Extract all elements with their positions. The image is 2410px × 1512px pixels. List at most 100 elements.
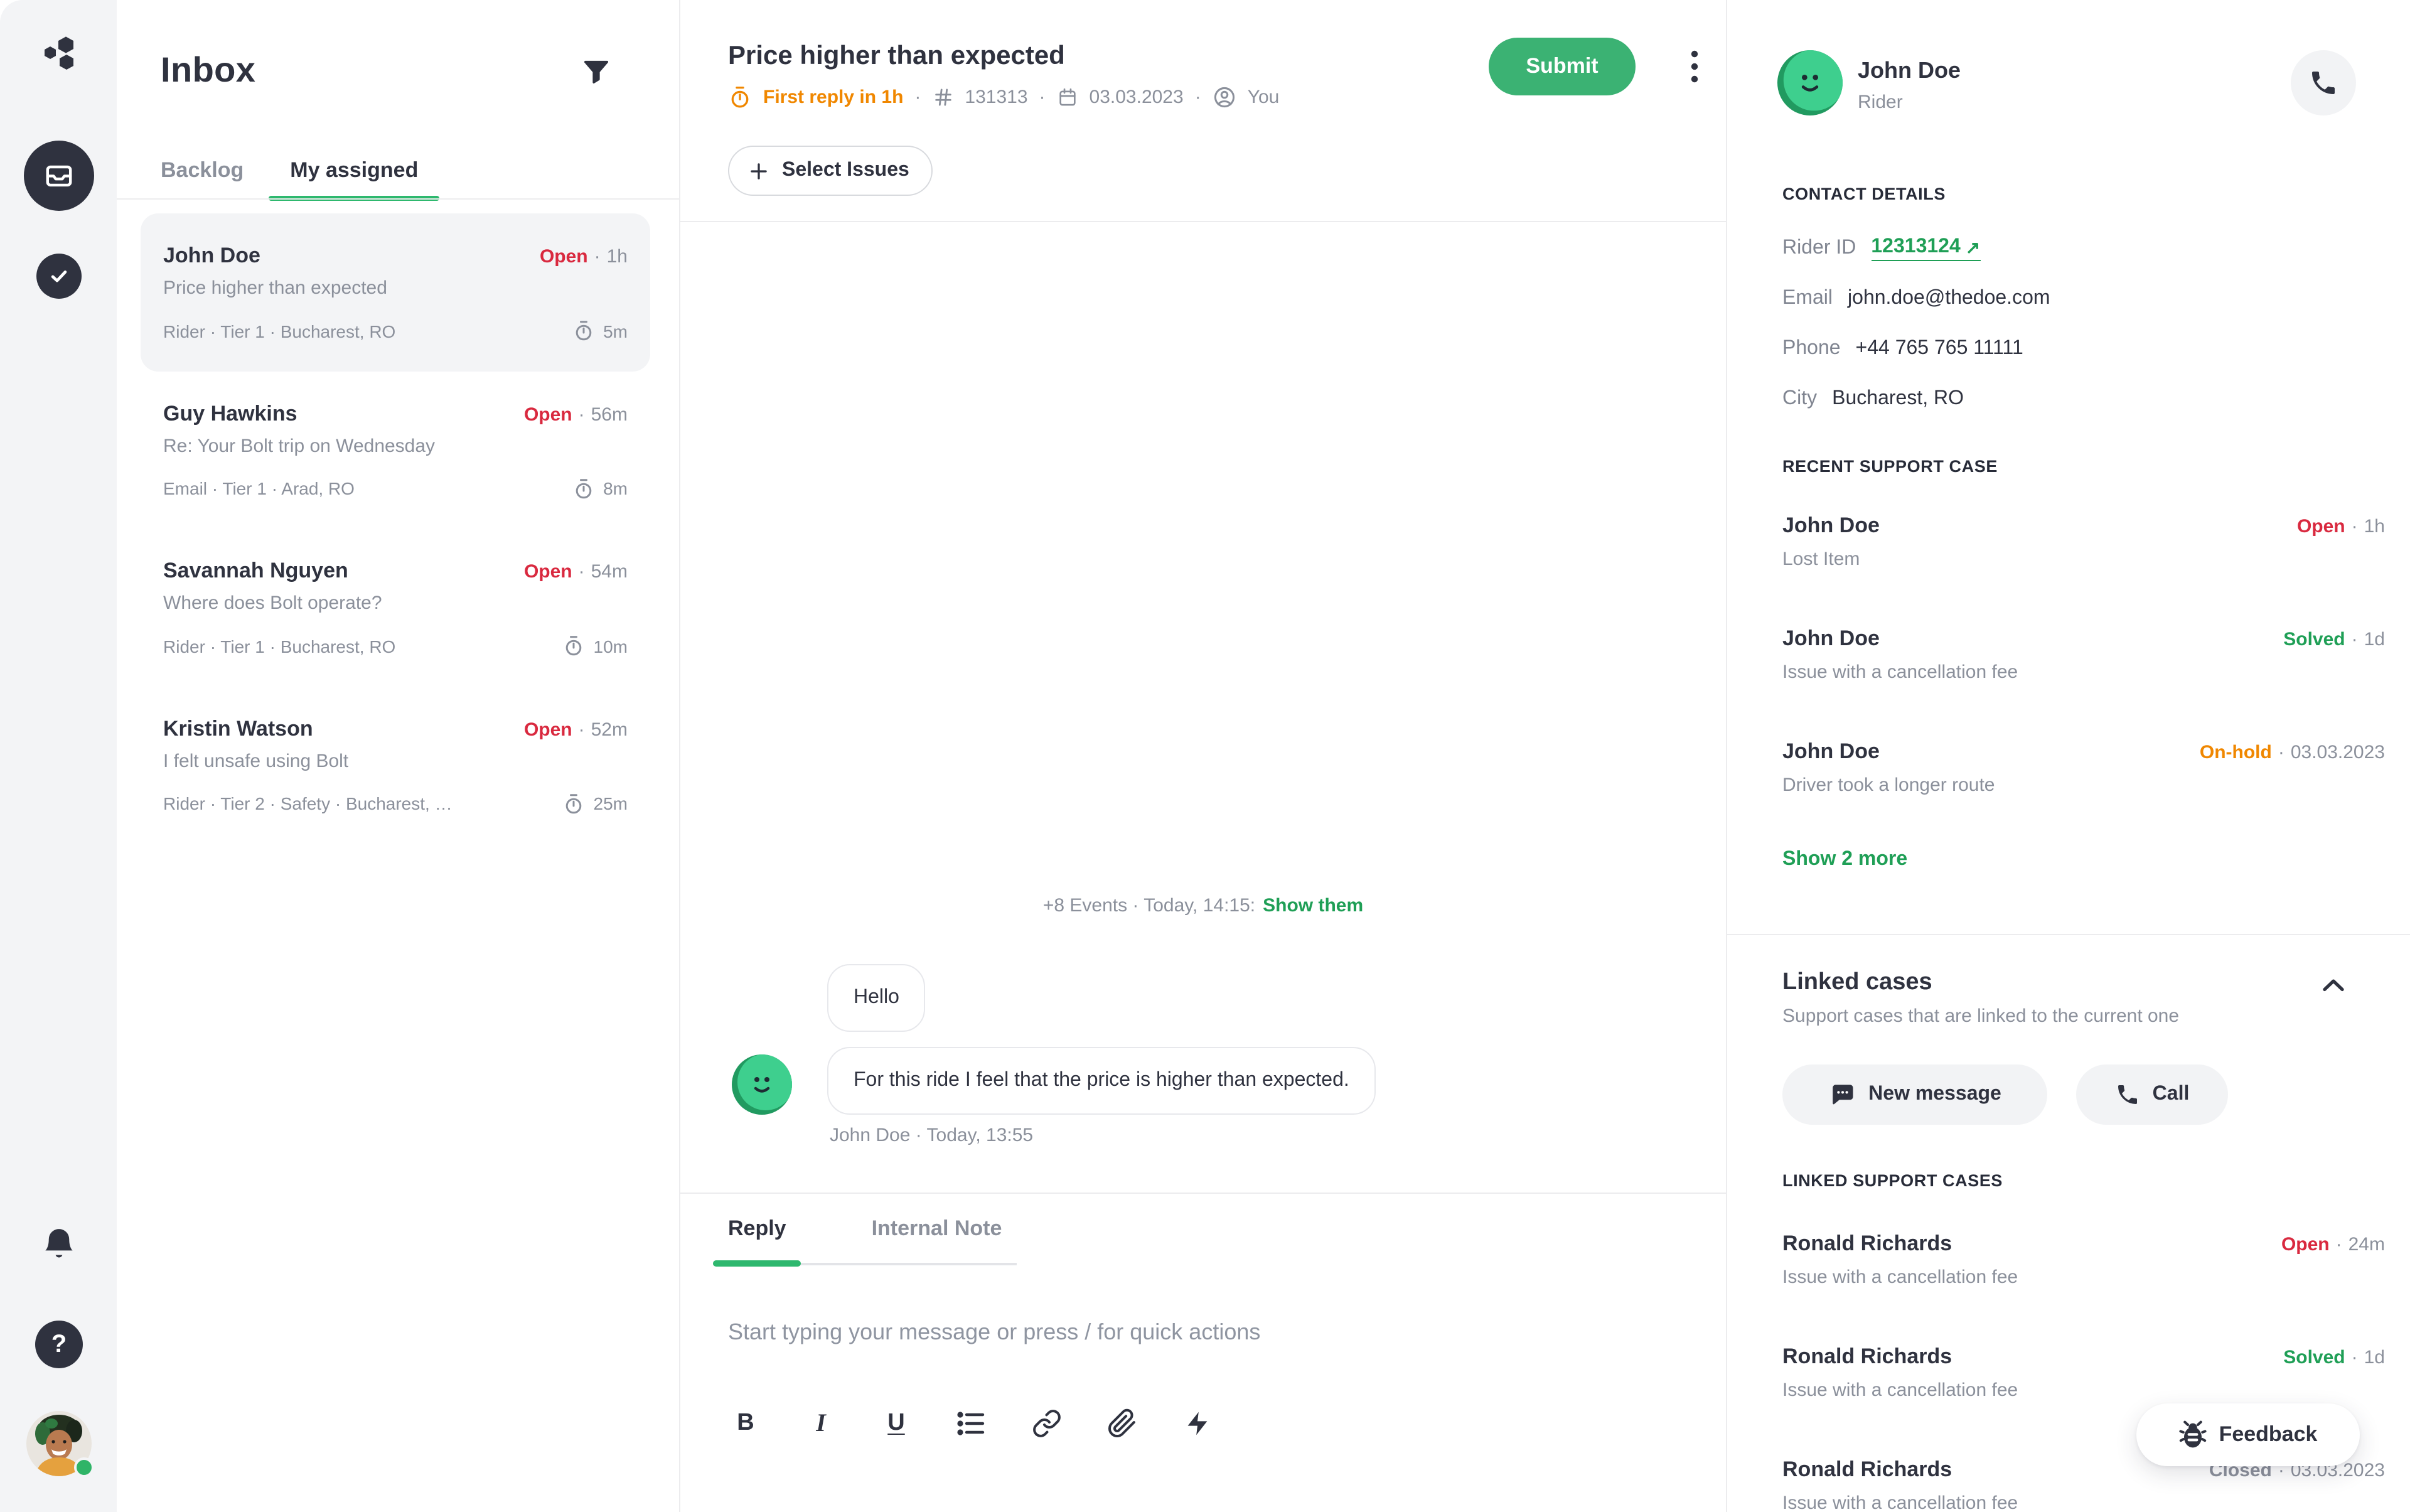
inbox-tabs: Backlog My assigned	[139, 143, 443, 201]
support-case-row[interactable]: John Doe Solved · 1d Issue with a cancella…	[1782, 626, 2385, 683]
linked-support-cases-heading: LINKED SUPPORT CASES	[1782, 1171, 2003, 1190]
formatting-toolbar: B I U	[731, 1406, 1258, 1441]
conversation-list-item[interactable]: Kristin Watson Open · 52m I felt unsafe …	[141, 686, 650, 844]
bullet-list-icon	[957, 1412, 985, 1435]
new-message-button[interactable]: New message	[1782, 1064, 2047, 1125]
contact-details-heading: CONTACT DETAILS	[1782, 185, 1946, 203]
lightning-icon	[1187, 1412, 1208, 1435]
conversation-status: Open · 56m	[523, 404, 628, 425]
composer-divider	[680, 1193, 1726, 1194]
section-divider	[1727, 934, 2410, 935]
calendar-icon	[1059, 87, 1076, 105]
kebab-menu-icon	[1691, 50, 1698, 83]
message-bubble: Hello	[827, 964, 926, 1032]
conversation-name: John Doe	[163, 244, 260, 267]
timer-icon	[565, 793, 581, 813]
plus-icon	[751, 163, 767, 179]
linked-case-row[interactable]: Ronald Richards Solved · 1d Issue with a c…	[1782, 1344, 2385, 1401]
feedback-button[interactable]: Feedback	[2136, 1403, 2360, 1466]
chat-bubble-icon	[1832, 1085, 1853, 1105]
chevron-up-icon	[2323, 979, 2344, 992]
message-timestamp: John Doe · Today, 13:55	[830, 1125, 1034, 1146]
conversation-list-item[interactable]: Savannah Nguyen Open · 54m Where does Bo…	[141, 528, 650, 686]
quick-actions-button[interactable]	[1182, 1406, 1213, 1441]
stopwatch-icon	[731, 85, 749, 107]
italic-button[interactable]: I	[806, 1406, 836, 1441]
conversation-name: Kristin Watson	[163, 716, 313, 740]
collapse-section-button[interactable]	[2317, 969, 2350, 1002]
sidebar-item-resolved[interactable]	[36, 254, 82, 299]
sla-timer: 5m	[572, 319, 628, 343]
conversation-meta-row: First reply in 1h · 131313 · 03.03.2023 …	[728, 83, 1279, 110]
linked-case-row[interactable]: Ronald Richards Closed · 03.03.2023 Issue …	[1782, 1457, 2385, 1512]
call-customer-button[interactable]	[2291, 50, 2356, 115]
more-options-button[interactable]	[1667, 39, 1722, 94]
bug-icon	[2178, 1420, 2207, 1448]
timer-icon	[575, 478, 591, 498]
support-case-row[interactable]: John Doe Open · 1h Lost Item	[1782, 513, 2385, 570]
paperclip-icon	[1108, 1408, 1135, 1437]
support-case-row[interactable]: John Doe On-hold · 03.03.2023 Driver took …	[1782, 739, 2385, 796]
call-button[interactable]: Call	[2076, 1064, 2228, 1125]
show-events-link[interactable]: Show them	[1263, 895, 1364, 916]
external-link-icon: ↗	[1965, 237, 1981, 257]
conversation-subject: Where does Bolt operate?	[163, 592, 382, 614]
agent-avatar[interactable]	[26, 1411, 94, 1477]
help-button[interactable]: ?	[35, 1321, 83, 1368]
customer-avatar	[1777, 50, 1843, 115]
filter-icon	[580, 56, 615, 89]
contact-row-rider-id: Rider ID 12313124 ↗	[1782, 223, 1981, 274]
sidebar-item-inbox[interactable]	[24, 141, 94, 211]
conversation-name: Savannah Nguyen	[163, 559, 348, 582]
case-date: 03.03.2023	[1089, 86, 1184, 107]
select-issues-button[interactable]: Select Issues	[728, 146, 933, 196]
linked-case-row[interactable]: Ronald Richards Open · 24m Issue with a ca…	[1782, 1231, 2385, 1288]
conversation-list-item[interactable]: Guy Hawkins Open · 56m Re: Your Bolt tri…	[141, 371, 650, 528]
conversation-list: John Doe Open · 1h Price higher than exp…	[117, 213, 679, 844]
filter-button[interactable]	[580, 55, 615, 90]
link-button[interactable]	[1032, 1406, 1062, 1441]
show-more-link[interactable]: Show 2 more	[1782, 849, 1908, 870]
conversation-meta: Rider · Tier 2 · Safety · Bucharest, …	[163, 793, 453, 813]
message-input[interactable]: Start typing your message or press / for…	[728, 1319, 1261, 1344]
tab-my-assigned[interactable]: My assigned	[269, 143, 440, 201]
header-divider	[680, 221, 1726, 222]
bolt-logo-icon	[34, 35, 84, 80]
underline-button[interactable]: U	[881, 1406, 911, 1441]
conversation-status: Open · 52m	[523, 719, 628, 740]
customer-panel: John Doe Rider CONTACT DETAILS Rider ID …	[1727, 0, 2410, 1512]
app-sidebar: ?	[0, 0, 117, 1512]
conversation-panel: Price higher than expected First reply i…	[680, 0, 1727, 1512]
sla-timer: 10m	[562, 634, 628, 658]
conversation-meta: Rider · Tier 1 · Bucharest, RO	[163, 321, 396, 341]
phone-icon	[2118, 1085, 2137, 1104]
tab-internal-note[interactable]: Internal Note	[857, 1213, 1017, 1245]
conversation-status: Open · 54m	[523, 561, 628, 582]
conversation-meta: Rider · Tier 1 · Bucharest, RO	[163, 636, 396, 656]
conversation-list-item[interactable]: John Doe Open · 1h Price higher than exp…	[141, 213, 650, 371]
notifications-button[interactable]	[40, 1225, 78, 1265]
phone-icon	[2312, 72, 2335, 94]
contact-row-city: City Bucharest, RO	[1782, 388, 1964, 409]
events-row: +8 Events · Today, 14:15: Show them	[1042, 895, 1364, 916]
case-id: 131313	[965, 86, 1028, 107]
inbox-icon	[41, 158, 77, 193]
conversation-meta: Email · Tier 1 · Arad, RO	[163, 478, 355, 498]
conversation-title: Price higher than expected	[728, 41, 1065, 70]
attachment-button[interactable]	[1107, 1406, 1137, 1441]
composer-tabs: Reply Internal Note	[713, 1213, 1017, 1267]
bold-button[interactable]: B	[731, 1406, 761, 1441]
hash-icon	[935, 88, 951, 105]
sla-timer: 25m	[562, 791, 628, 815]
conversation-name: Guy Hawkins	[163, 401, 297, 425]
user-icon	[1214, 86, 1234, 107]
bullet-list-button[interactable]	[956, 1406, 987, 1441]
contact-row-email: Email john.doe@thedoe.com	[1782, 287, 2050, 309]
conversation-subject: I felt unsafe using Bolt	[163, 750, 349, 771]
rider-id-link[interactable]: 12313124 ↗	[1871, 236, 1981, 261]
tab-backlog[interactable]: Backlog	[139, 143, 265, 198]
submit-button[interactable]: Submit	[1489, 38, 1636, 95]
timer-icon	[565, 636, 581, 656]
link-icon	[1033, 1410, 1061, 1437]
tab-reply[interactable]: Reply	[713, 1213, 802, 1267]
